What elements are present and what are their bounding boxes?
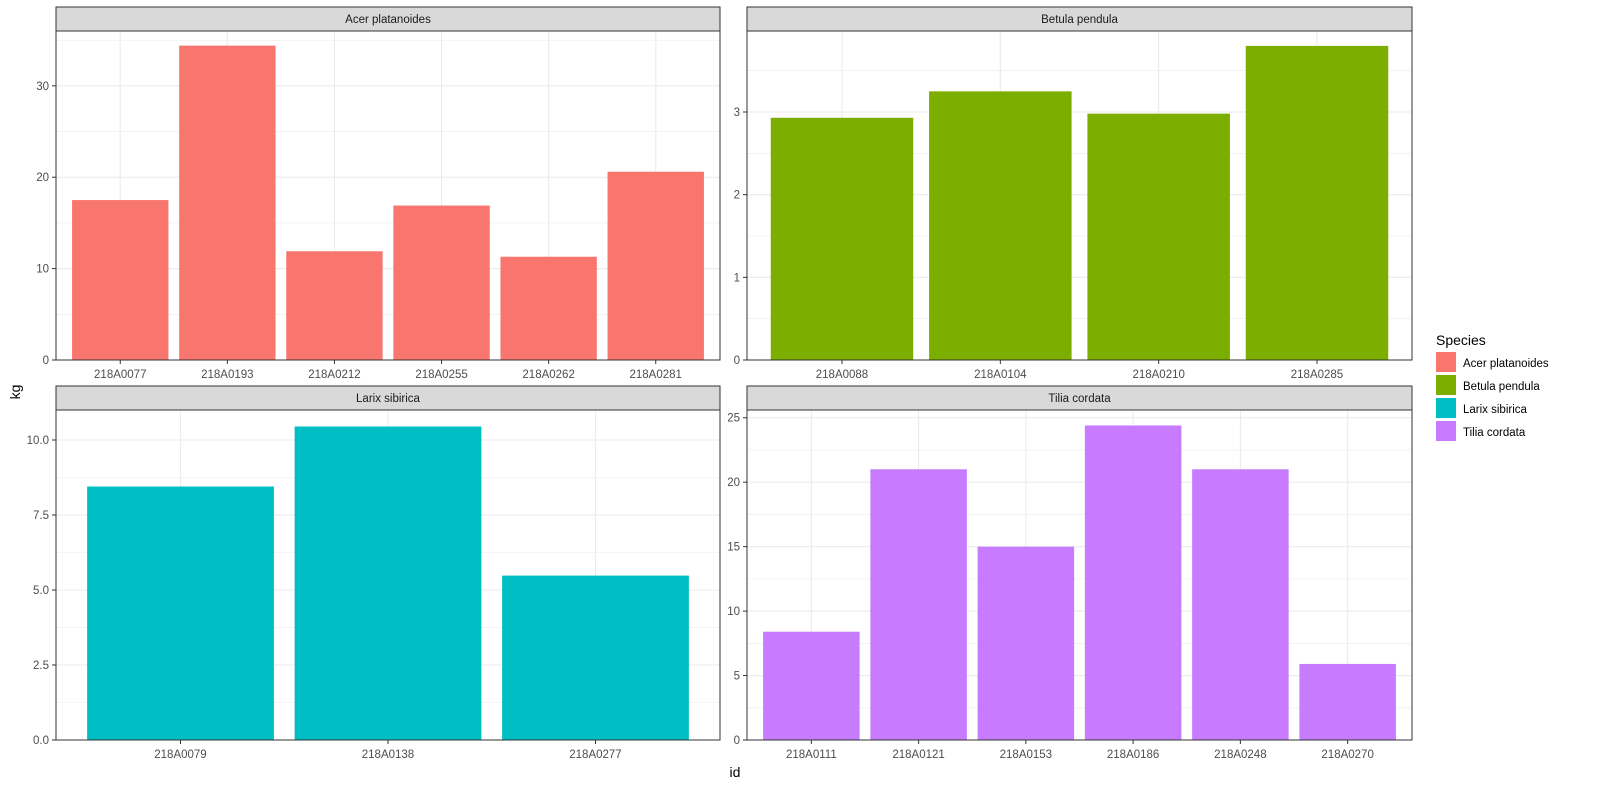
legend-item-tilia: Tilia cordata [1436,421,1526,441]
x-tick-label: 218A0104 [974,369,1027,381]
bar-218A0111 [763,631,860,740]
x-tick-label: 218A0153 [1000,749,1052,761]
bar-218A0281 [607,171,704,360]
y-tick-label: 20 [727,477,740,489]
legend: Species Acer platanoides Betula pendula … [1436,332,1549,441]
x-tick-label: 218A0262 [522,369,574,381]
y-tick-label: 25 [727,413,740,425]
bar-218A0079 [87,486,274,740]
panel-border [55,30,721,361]
legend-key-tilia [1436,421,1456,441]
y-tick-label: 15 [727,542,740,554]
panel-larix: Larix sibirica 0.0 2.5 5.0 7.5 10.0 218A0079 21… [27,385,721,761]
x-tick-label: 218A0281 [630,369,682,381]
y-tick-label: 5 [734,671,740,683]
bar-218A0285 [1245,45,1389,361]
x-tick-label: 218A0121 [892,749,944,761]
y-tick-label: 0 [734,735,740,747]
bar-218A0077 [72,200,169,360]
x-tick-label: 218A0186 [1107,749,1159,761]
panel-tilia: Tilia cordata 0 5 10 15 20 25 218A0111 218A0121 2… [727,385,1413,761]
x-tick-label: 218A0088 [816,369,868,381]
facet-strip [746,385,1413,411]
legend-item-larix: Larix sibirica [1436,398,1528,418]
bar-218A0088 [770,117,914,361]
facet-strip [55,385,721,411]
y-tick-label: 20 [36,172,49,184]
facet-strip [55,6,721,32]
x-tick-label: 218A0111 [786,749,837,761]
bar-218A0121 [870,469,967,740]
y-tick-label: 3 [734,107,740,119]
x-tick-label: 218A0248 [1214,749,1266,761]
bar-218A0212 [286,251,383,360]
bar-218A0104 [929,91,1072,360]
y-axis-title: kg [7,385,23,400]
y-tick-label: 0.0 [33,735,49,747]
y-tick-label: 0 [734,355,740,367]
facet-title: Acer platanoides [345,14,431,26]
y-tick-label: 7.5 [33,510,49,522]
x-tick-label: 218A0079 [154,749,206,761]
legend-item-acer: Acer platanoides [1436,352,1549,372]
x-tick-label: 218A0210 [1132,369,1184,381]
y-tick-label: 10 [727,606,740,618]
bar-218A0255 [393,205,490,360]
bar-218A0277 [502,575,689,740]
bar-218A0210 [1087,113,1230,360]
x-tick-label: 218A0270 [1321,749,1373,761]
y-tick-label: 1 [734,272,740,284]
x-tick-label: 218A0077 [94,369,146,381]
y-tick-label: 10.0 [27,435,49,447]
legend-label-betula: Betula pendula [1463,381,1540,393]
x-tick-label: 218A0212 [308,369,360,381]
x-tick-label: 218A0138 [362,749,414,761]
bar-218A0262 [500,256,597,360]
legend-key-larix [1436,398,1456,418]
bar-218A0153 [977,546,1075,740]
facet-title: Betula pendula [1041,14,1118,26]
x-tick-label: 218A0277 [569,749,621,761]
panel-border [746,30,1413,361]
legend-key-acer [1436,352,1456,372]
y-tick-label: 0 [43,355,49,367]
panel-betula: Betula pendula 0 1 2 3 218A0088 218A0104 218A02… [734,6,1413,381]
panel-border [55,409,721,741]
panel-acer: Acer platanoides 0 10 20 30 218A0077 218A0193 2… [36,6,721,381]
bar-218A0193 [179,45,276,360]
legend-item-betula: Betula pendula [1436,375,1540,395]
bar-218A0248 [1192,469,1289,740]
legend-label-acer: Acer platanoides [1463,358,1549,370]
facet-title: Tilia cordata [1048,393,1111,405]
legend-title: Species [1436,332,1486,348]
facet-title: Larix sibirica [356,393,421,405]
legend-label-tilia: Tilia cordata [1463,427,1526,439]
x-tick-label: 218A0255 [415,369,467,381]
y-tick-label: 2 [734,190,740,202]
y-tick-label: 5.0 [33,585,49,597]
x-axis-title: id [730,764,741,780]
x-tick-label: 218A0285 [1291,369,1343,381]
panel-border [746,409,1413,741]
y-tick-label: 30 [36,81,49,93]
bar-218A0270 [1299,663,1396,740]
y-tick-label: 10 [36,264,49,276]
bar-218A0186 [1084,425,1182,740]
legend-key-betula [1436,375,1456,395]
bar-218A0138 [294,426,482,740]
legend-label-larix: Larix sibirica [1463,404,1528,416]
x-tick-label: 218A0193 [201,369,253,381]
facet-strip [746,6,1413,32]
y-tick-label: 2.5 [33,660,49,672]
